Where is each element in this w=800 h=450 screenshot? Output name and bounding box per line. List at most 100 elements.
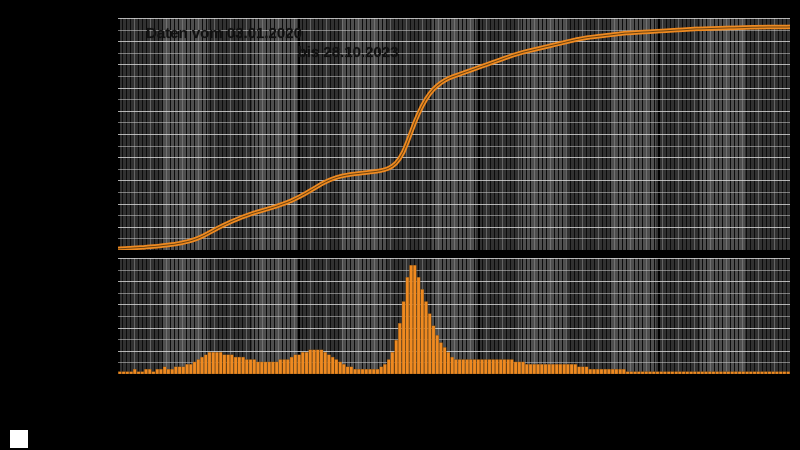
daily-bar	[618, 368, 622, 374]
daily-bar	[237, 356, 242, 374]
daily-bar	[136, 371, 141, 374]
daily-bar	[457, 359, 462, 374]
daily-bar	[696, 371, 701, 374]
daily-bar	[614, 368, 619, 374]
daily-bar	[502, 359, 507, 374]
daily-bar	[495, 359, 499, 374]
daily-bar	[140, 371, 145, 374]
daily-bar	[357, 368, 361, 374]
daily-bar	[390, 352, 395, 374]
daily-bar	[289, 356, 294, 374]
daily-bar	[756, 371, 761, 374]
daily-bar	[386, 359, 391, 374]
daily-bar	[383, 364, 387, 374]
daily-bar	[536, 364, 540, 374]
daily-bar	[144, 368, 148, 374]
daily-bar	[562, 364, 566, 374]
daily-bar	[558, 364, 563, 374]
daily-bar	[293, 354, 298, 374]
daily-bar	[651, 371, 656, 374]
daily-bar	[263, 361, 268, 374]
daily-bar	[633, 371, 637, 374]
daily-bar	[345, 366, 350, 374]
daily-bar	[297, 354, 301, 374]
daily-bar	[547, 364, 551, 374]
daily-bar	[151, 371, 156, 374]
daily-bar	[510, 359, 514, 374]
daily-bar	[439, 342, 443, 374]
daily-bar	[610, 368, 615, 374]
daily-bar	[420, 289, 425, 374]
cumulative-line-outer	[118, 24, 790, 250]
daily-bar	[282, 359, 286, 374]
daily-bar	[625, 371, 630, 374]
daily-bar	[274, 361, 279, 374]
daily-bar	[207, 352, 212, 374]
daily-bar	[648, 371, 652, 374]
daily-bar	[737, 371, 742, 374]
daily-bar	[476, 359, 481, 374]
daily-bar	[659, 371, 663, 374]
daily-bar	[189, 364, 193, 374]
daily-bar	[147, 368, 152, 374]
daily-bar	[177, 366, 182, 374]
daily-bar	[304, 352, 309, 374]
daily-bar	[532, 364, 537, 374]
daily-bar	[203, 354, 208, 374]
daily-bar	[315, 349, 320, 374]
daily-bar	[162, 366, 167, 374]
daily-bar	[427, 313, 432, 374]
daily-bar	[334, 359, 339, 374]
daily-bar	[226, 354, 230, 374]
daily-bar	[554, 364, 559, 374]
daily-bar	[308, 349, 313, 374]
daily-bar	[248, 359, 253, 374]
daily-bar	[301, 352, 305, 374]
daily-bar	[222, 354, 227, 374]
daily-bar	[349, 366, 354, 374]
daily-bar	[543, 364, 548, 374]
daily-bar	[528, 364, 533, 374]
daily-bar	[401, 301, 406, 374]
cumulative-chart-panel[interactable]	[118, 18, 790, 250]
daily-bar	[405, 277, 410, 374]
legend-color-swatch[interactable]	[10, 430, 28, 448]
daily-bar	[595, 368, 600, 374]
daily-bar	[491, 359, 495, 374]
daily-bar	[569, 364, 574, 374]
daily-bar	[674, 371, 678, 374]
daily-bar	[745, 371, 749, 374]
daily-bar	[483, 359, 488, 374]
daily-bar	[487, 359, 492, 374]
daily-bar	[461, 359, 466, 374]
daily-bar	[465, 359, 469, 374]
daily-bar	[125, 371, 130, 374]
daily-bar	[637, 371, 641, 374]
daily-bar	[778, 371, 783, 374]
daily-bar	[655, 371, 660, 374]
daily-bar	[517, 361, 522, 374]
daily-bar	[577, 366, 581, 374]
daily-bar	[629, 371, 634, 374]
daily-bar	[450, 356, 454, 374]
daily-bar	[782, 371, 787, 374]
daily-bar	[200, 356, 204, 374]
daily-bar	[521, 361, 525, 374]
daily-bar	[584, 366, 589, 374]
daily-bar	[170, 368, 174, 374]
daily-bar	[159, 368, 163, 374]
daily-bar	[416, 277, 421, 374]
daily-bar	[342, 364, 346, 374]
daily-bar	[592, 368, 596, 374]
daily-bar	[715, 371, 719, 374]
daily-bar	[722, 371, 727, 374]
daily-bar	[581, 366, 585, 374]
daily-bar	[454, 359, 458, 374]
daily-bar	[566, 364, 570, 374]
daily-bar	[259, 361, 264, 374]
daily-bar	[121, 371, 126, 374]
daily-chart-panel[interactable]	[118, 258, 790, 374]
daily-bar	[360, 368, 365, 374]
daily-bar	[215, 352, 219, 374]
